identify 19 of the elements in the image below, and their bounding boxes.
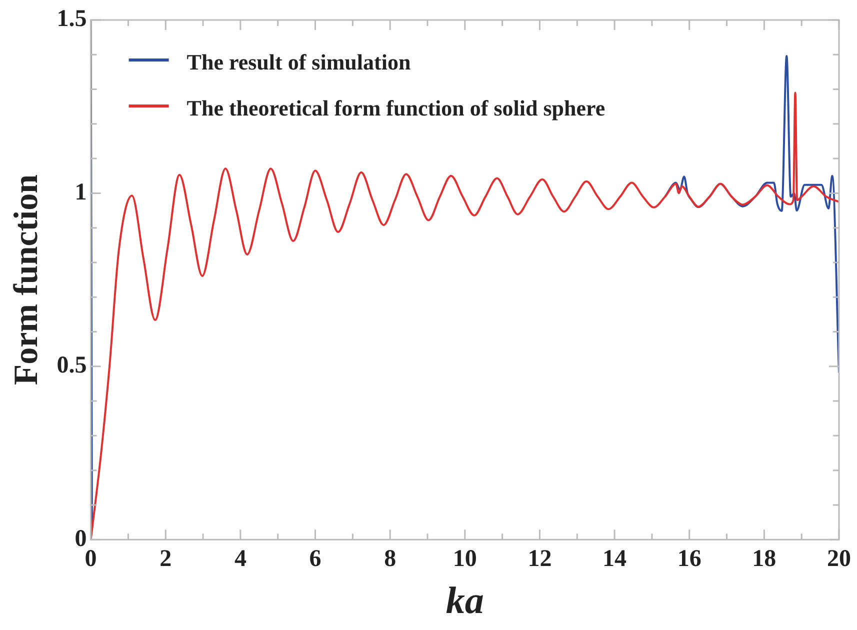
x-tick-label: 8	[384, 546, 396, 572]
y-tick-label: 0.5	[56, 352, 87, 379]
line-series	[90, 92, 839, 540]
x-tick-label: 16	[677, 546, 702, 572]
y-axis-title: Form function	[8, 174, 46, 386]
y-tick-label: 0	[74, 526, 87, 552]
x-tick-label: 12	[528, 546, 552, 572]
x-tick-label: 2	[160, 546, 172, 572]
x-tick-label: 4	[234, 546, 246, 572]
x-tick-label: 14	[602, 546, 627, 572]
x-axis-title: ka	[446, 580, 484, 622]
x-tick-label: 20	[827, 546, 851, 572]
y-tick-label: 1	[74, 179, 87, 206]
x-tick-label: 6	[309, 546, 322, 572]
y-tick-label: 1.5	[56, 6, 87, 32]
legend-label: The theoretical form function of solid sphere	[186, 96, 606, 121]
x-tick-label: 18	[752, 546, 776, 572]
x-tick-label: 10	[452, 546, 477, 572]
legend-label: The result of simulation	[186, 50, 411, 75]
